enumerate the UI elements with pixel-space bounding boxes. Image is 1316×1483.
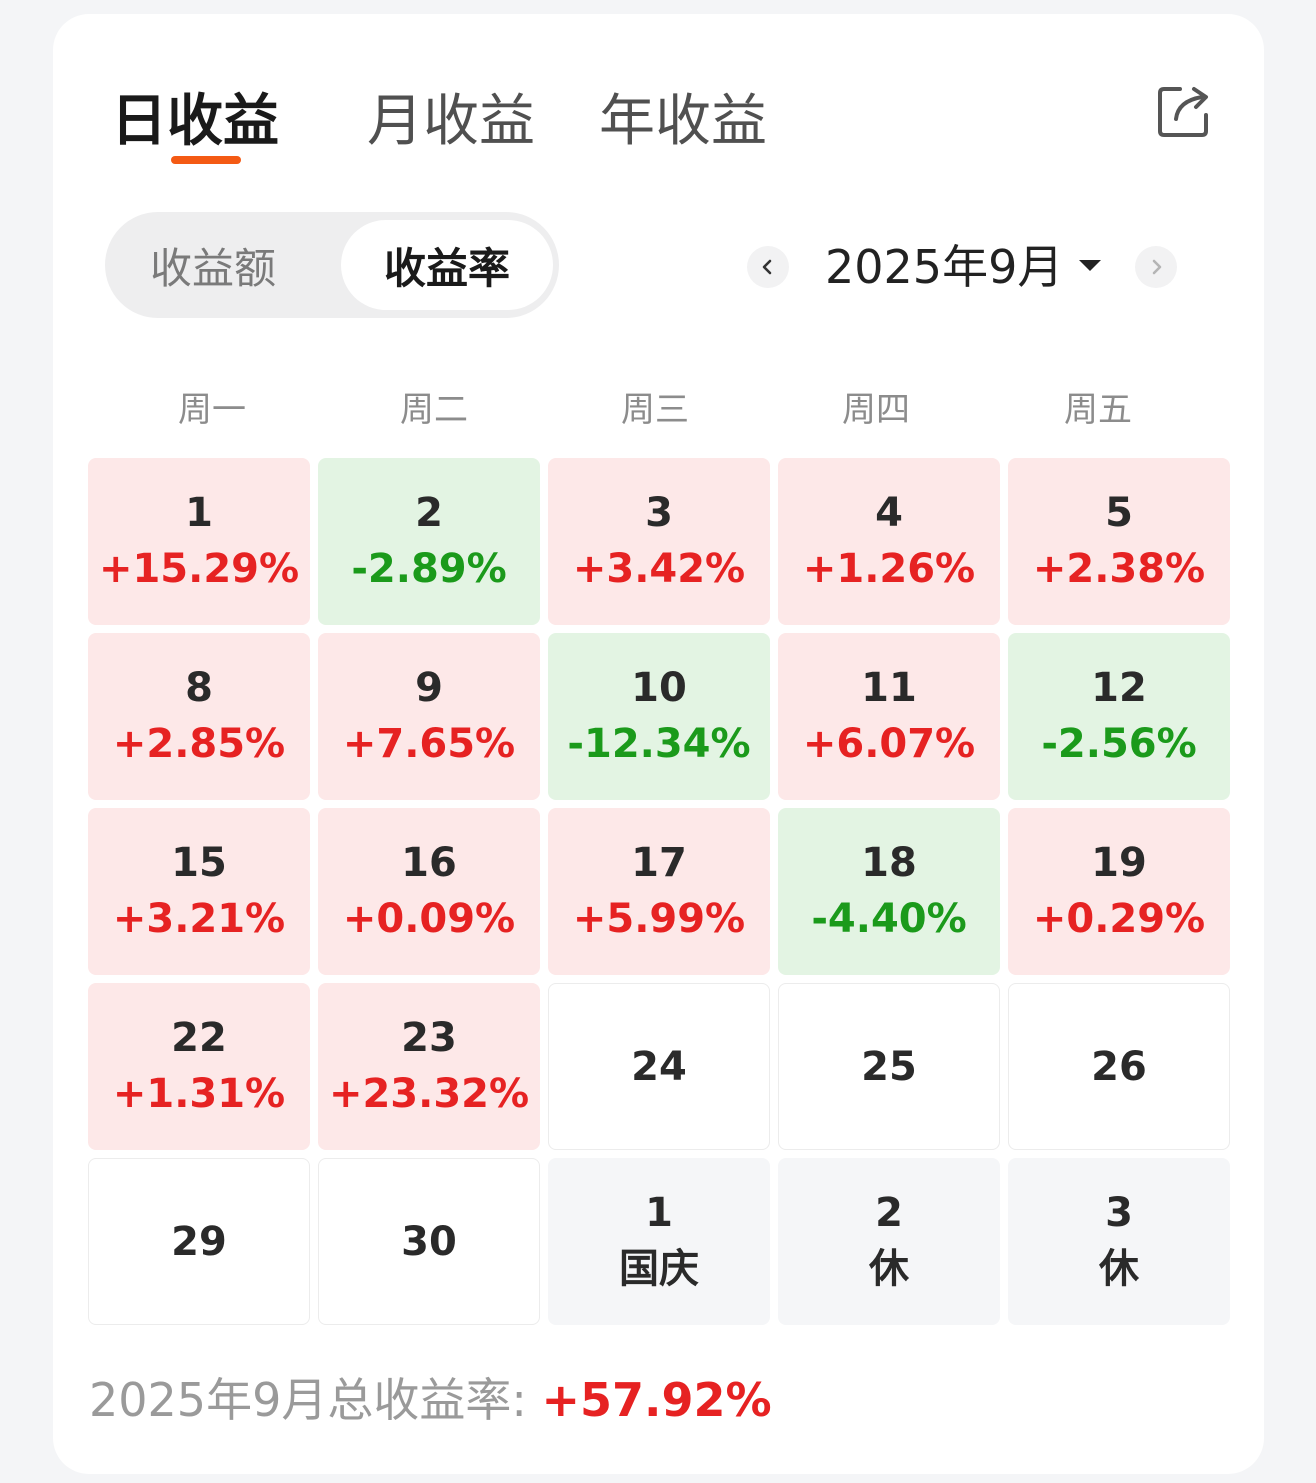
- day-return-value: +5.99%: [572, 895, 746, 942]
- returns-card: 日收益 月收益 年收益 收益额 收益率 2025年9月 周一 周二 周三 周四 …: [53, 14, 1264, 1474]
- day-number: 2: [875, 1189, 903, 1236]
- weekday-wed: 周三: [621, 390, 689, 430]
- calendar-grid: 1 +15.29% 2 -2.89% 3 +3.42% 4 +1.26% 5 +2.38% 8 +2.…: [88, 458, 1230, 1325]
- calendar-day-cell[interactable]: 1 +15.29%: [88, 458, 310, 625]
- calendar-day-cell[interactable]: 10 -12.34%: [548, 633, 770, 800]
- day-number: 15: [171, 839, 227, 886]
- next-month-button[interactable]: [1135, 246, 1177, 288]
- calendar-day-cell[interactable]: 12 -2.56%: [1008, 633, 1230, 800]
- day-number: 8: [185, 664, 213, 711]
- toggle-return-rate[interactable]: 收益率: [341, 220, 553, 310]
- calendar-day-cell[interactable]: 4 +1.26%: [778, 458, 1000, 625]
- caret-down-icon[interactable]: [1079, 260, 1101, 271]
- calendar-day-cell[interactable]: 8 +2.85%: [88, 633, 310, 800]
- day-number: 5: [1105, 489, 1133, 536]
- day-return-value: +0.29%: [1032, 895, 1206, 942]
- month-selector[interactable]: 2025年9月: [825, 240, 1064, 294]
- day-number: 3: [645, 489, 673, 536]
- prev-month-button[interactable]: [747, 246, 789, 288]
- day-return-value: +2.85%: [112, 720, 286, 767]
- day-return-value: -4.40%: [811, 895, 967, 942]
- holiday-label: 休: [1099, 1245, 1139, 1292]
- calendar-day-cell[interactable]: 5 +2.38%: [1008, 458, 1230, 625]
- day-return-value: +6.07%: [802, 720, 976, 767]
- active-tab-indicator: [171, 156, 241, 164]
- day-return-value: +3.21%: [112, 895, 286, 942]
- calendar-day-cell[interactable]: 15 +3.21%: [88, 808, 310, 975]
- day-number: 17: [631, 839, 687, 886]
- share-icon: [1158, 87, 1208, 137]
- calendar-day-cell[interactable]: 22 +1.31%: [88, 983, 310, 1150]
- day-number: 18: [861, 839, 917, 886]
- weekday-tue: 周二: [400, 390, 468, 430]
- day-return-value: -2.89%: [351, 545, 507, 592]
- calendar-day-cell[interactable]: 17 +5.99%: [548, 808, 770, 975]
- day-number: 30: [401, 1218, 457, 1265]
- share-button[interactable]: [1151, 78, 1217, 144]
- day-number: 4: [875, 489, 903, 536]
- day-return-value: +1.26%: [802, 545, 976, 592]
- calendar-day-cell[interactable]: 30: [318, 1158, 540, 1325]
- calendar-day-cell[interactable]: 3 +3.42%: [548, 458, 770, 625]
- day-number: 22: [171, 1014, 227, 1061]
- day-number: 26: [1091, 1043, 1147, 1090]
- day-number: 25: [861, 1043, 917, 1090]
- day-return-value: +15.29%: [98, 545, 300, 592]
- weekday-fri: 周五: [1064, 390, 1132, 430]
- weekday-mon: 周一: [178, 390, 246, 430]
- monthly-total: 2025年9月总收益率: +57.92%: [89, 1370, 772, 1430]
- day-return-value: +23.32%: [328, 1070, 530, 1117]
- calendar-day-cell[interactable]: 29: [88, 1158, 310, 1325]
- day-number: 1: [185, 489, 213, 536]
- day-return-value: -2.56%: [1041, 720, 1197, 767]
- day-number: 11: [861, 664, 917, 711]
- day-number: 3: [1105, 1189, 1133, 1236]
- holiday-label: 休: [869, 1245, 909, 1292]
- calendar-day-cell[interactable]: 25: [778, 983, 1000, 1150]
- day-number: 2: [415, 489, 443, 536]
- day-number: 1: [645, 1189, 673, 1236]
- calendar-day-cell[interactable]: 1 国庆: [548, 1158, 770, 1325]
- chevron-left-icon: [762, 259, 772, 275]
- calendar-day-cell[interactable]: 23 +23.32%: [318, 983, 540, 1150]
- calendar-day-cell[interactable]: 9 +7.65%: [318, 633, 540, 800]
- weekday-thu: 周四: [842, 390, 910, 430]
- tab-yearly-returns[interactable]: 年收益: [599, 89, 767, 154]
- calendar-day-cell[interactable]: 11 +6.07%: [778, 633, 1000, 800]
- day-return-value: -12.34%: [567, 720, 751, 767]
- tab-monthly-returns[interactable]: 月收益: [367, 89, 535, 154]
- day-number: 16: [401, 839, 457, 886]
- day-return-value: +1.31%: [112, 1070, 286, 1117]
- calendar-day-cell[interactable]: 19 +0.29%: [1008, 808, 1230, 975]
- day-return-value: +3.42%: [572, 545, 746, 592]
- calendar-day-cell[interactable]: 2 -2.89%: [318, 458, 540, 625]
- day-return-value: +7.65%: [342, 720, 516, 767]
- monthly-total-value: +57.92%: [541, 1373, 772, 1427]
- day-number: 19: [1091, 839, 1147, 886]
- toggle-return-amount[interactable]: 收益额: [149, 243, 276, 293]
- chevron-right-icon: [1152, 259, 1162, 275]
- day-number: 12: [1091, 664, 1147, 711]
- day-number: 9: [415, 664, 443, 711]
- calendar-day-cell[interactable]: 18 -4.40%: [778, 808, 1000, 975]
- monthly-total-label: 2025年9月总收益率:: [89, 1373, 542, 1427]
- day-return-value: +0.09%: [342, 895, 516, 942]
- calendar-day-cell[interactable]: 26: [1008, 983, 1230, 1150]
- day-number: 29: [171, 1218, 227, 1265]
- tab-daily-returns[interactable]: 日收益: [111, 89, 279, 154]
- calendar-day-cell[interactable]: 16 +0.09%: [318, 808, 540, 975]
- calendar-day-cell[interactable]: 24: [548, 983, 770, 1150]
- day-number: 23: [401, 1014, 457, 1061]
- day-number: 10: [631, 664, 687, 711]
- holiday-label: 国庆: [619, 1245, 699, 1292]
- day-return-value: +2.38%: [1032, 545, 1206, 592]
- day-number: 24: [631, 1043, 687, 1090]
- metric-toggle: 收益额 收益率: [105, 212, 559, 318]
